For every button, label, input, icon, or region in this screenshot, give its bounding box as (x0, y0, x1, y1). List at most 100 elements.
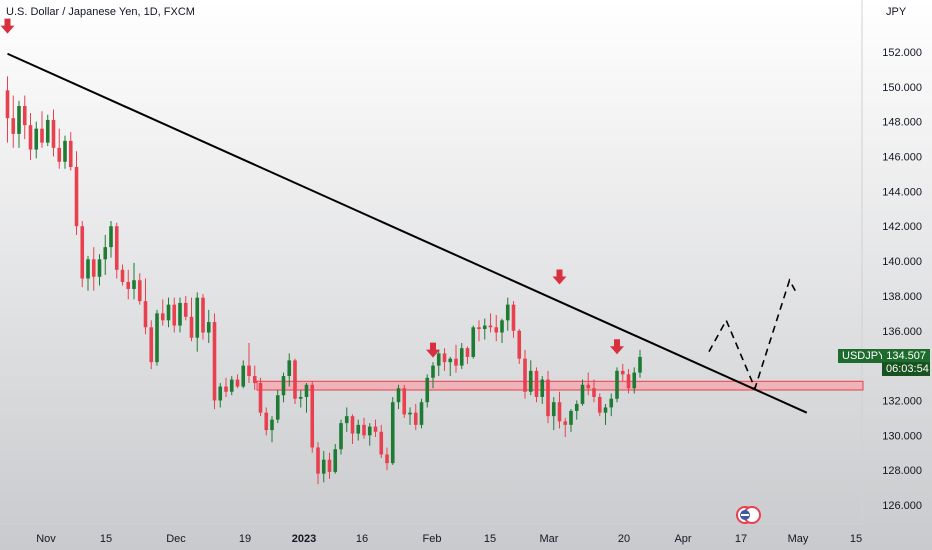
candle (224, 377, 228, 397)
candle-body (488, 325, 493, 328)
candle-body (149, 327, 154, 363)
candle-body (373, 426, 378, 432)
candle-body (51, 119, 56, 148)
candle (304, 383, 309, 413)
candle-body (287, 360, 292, 377)
candle-body (63, 140, 67, 162)
candle (632, 367, 637, 394)
time-tick-label: Dec (166, 533, 186, 545)
candle (402, 384, 407, 418)
price-tick-label: 144.000 (882, 186, 922, 198)
candle-body (482, 325, 487, 330)
candle-body (189, 316, 194, 338)
candle-body (586, 384, 591, 389)
candle-body (603, 407, 608, 413)
candle-body (523, 358, 527, 392)
candle (109, 221, 113, 258)
candle-body (344, 416, 349, 424)
candle (68, 132, 73, 171)
candle (40, 111, 44, 148)
candle (275, 390, 280, 424)
candle (270, 416, 274, 443)
candle-body (321, 459, 326, 474)
candle-body (592, 388, 596, 397)
candle-body (114, 226, 119, 270)
candle (172, 297, 177, 333)
candle-body (270, 419, 274, 431)
candle-body (569, 410, 573, 425)
candle (155, 309, 159, 366)
candle (362, 417, 366, 439)
candle (310, 381, 315, 453)
candle-body (57, 147, 62, 162)
time-tick-label: 17 (735, 533, 747, 545)
candle-body (350, 416, 355, 434)
candle (195, 292, 200, 352)
candle (436, 349, 441, 377)
markers-group (0, 18, 624, 358)
candle-body (126, 281, 131, 289)
candle (132, 262, 136, 300)
candle-body (390, 402, 395, 464)
support-zone (256, 380, 864, 391)
candle (178, 297, 182, 333)
candle-body (298, 396, 303, 399)
currency-label: JPY (886, 6, 907, 18)
candle (339, 419, 343, 455)
price-axis[interactable]: 152.000 150.000 148.000 146.000 144.000 142.0… (882, 47, 922, 512)
candle-body (218, 386, 223, 401)
time-axis[interactable]: Nov 15 Dec 19 2023 16 Feb 15 Mar 20 Apr 17 May 15 (36, 533, 862, 545)
candle-body (74, 166, 79, 227)
candle-body (109, 226, 113, 248)
candle (229, 376, 234, 396)
candle-body (408, 412, 412, 415)
down-arrow-marker-icon (0, 18, 15, 34)
chart-title: U.S. Dollar / Japanese Yen, 1D, FXCM (6, 6, 195, 18)
candle-body (86, 259, 90, 279)
price-tick-label: 140.000 (882, 256, 922, 268)
candle (5, 76, 10, 143)
candle-body (385, 454, 389, 464)
candle-body (178, 302, 182, 326)
candle (580, 379, 585, 406)
candle-body (540, 379, 545, 397)
candle-body (367, 426, 372, 436)
candle (103, 234, 108, 276)
candle-body (155, 313, 159, 363)
time-tick-label: 15 (100, 533, 112, 545)
candle-body (172, 304, 177, 326)
candle-body (638, 356, 642, 373)
candle (120, 264, 125, 286)
candle-body (235, 379, 240, 387)
candle (293, 358, 297, 404)
candle-body (442, 353, 447, 363)
candle-body (505, 304, 510, 321)
candle (189, 297, 194, 342)
candle (63, 135, 67, 169)
time-tick-label: 20 (618, 533, 630, 545)
candle (264, 407, 269, 436)
candle (252, 365, 257, 391)
candle (597, 393, 602, 417)
candle-body (448, 358, 453, 363)
last-price-tag: 134.507 (882, 349, 930, 363)
candle-body (17, 106, 21, 134)
candle (201, 294, 205, 340)
candle (327, 452, 332, 479)
candle-body (91, 259, 96, 277)
candle-body (517, 330, 522, 359)
price-tick-label: 148.000 (882, 117, 922, 129)
time-tick-label: Mar (540, 533, 559, 545)
candle (333, 444, 338, 474)
candle (574, 400, 579, 420)
candle-body (206, 322, 211, 333)
candle (431, 362, 435, 389)
candle-body (396, 388, 401, 403)
candle-body (195, 297, 200, 338)
candle-body (413, 412, 418, 425)
time-tick-label: 15 (850, 533, 862, 545)
candle-body (615, 370, 619, 399)
time-tick-label: Nov (36, 533, 56, 545)
candle-body (563, 421, 568, 425)
